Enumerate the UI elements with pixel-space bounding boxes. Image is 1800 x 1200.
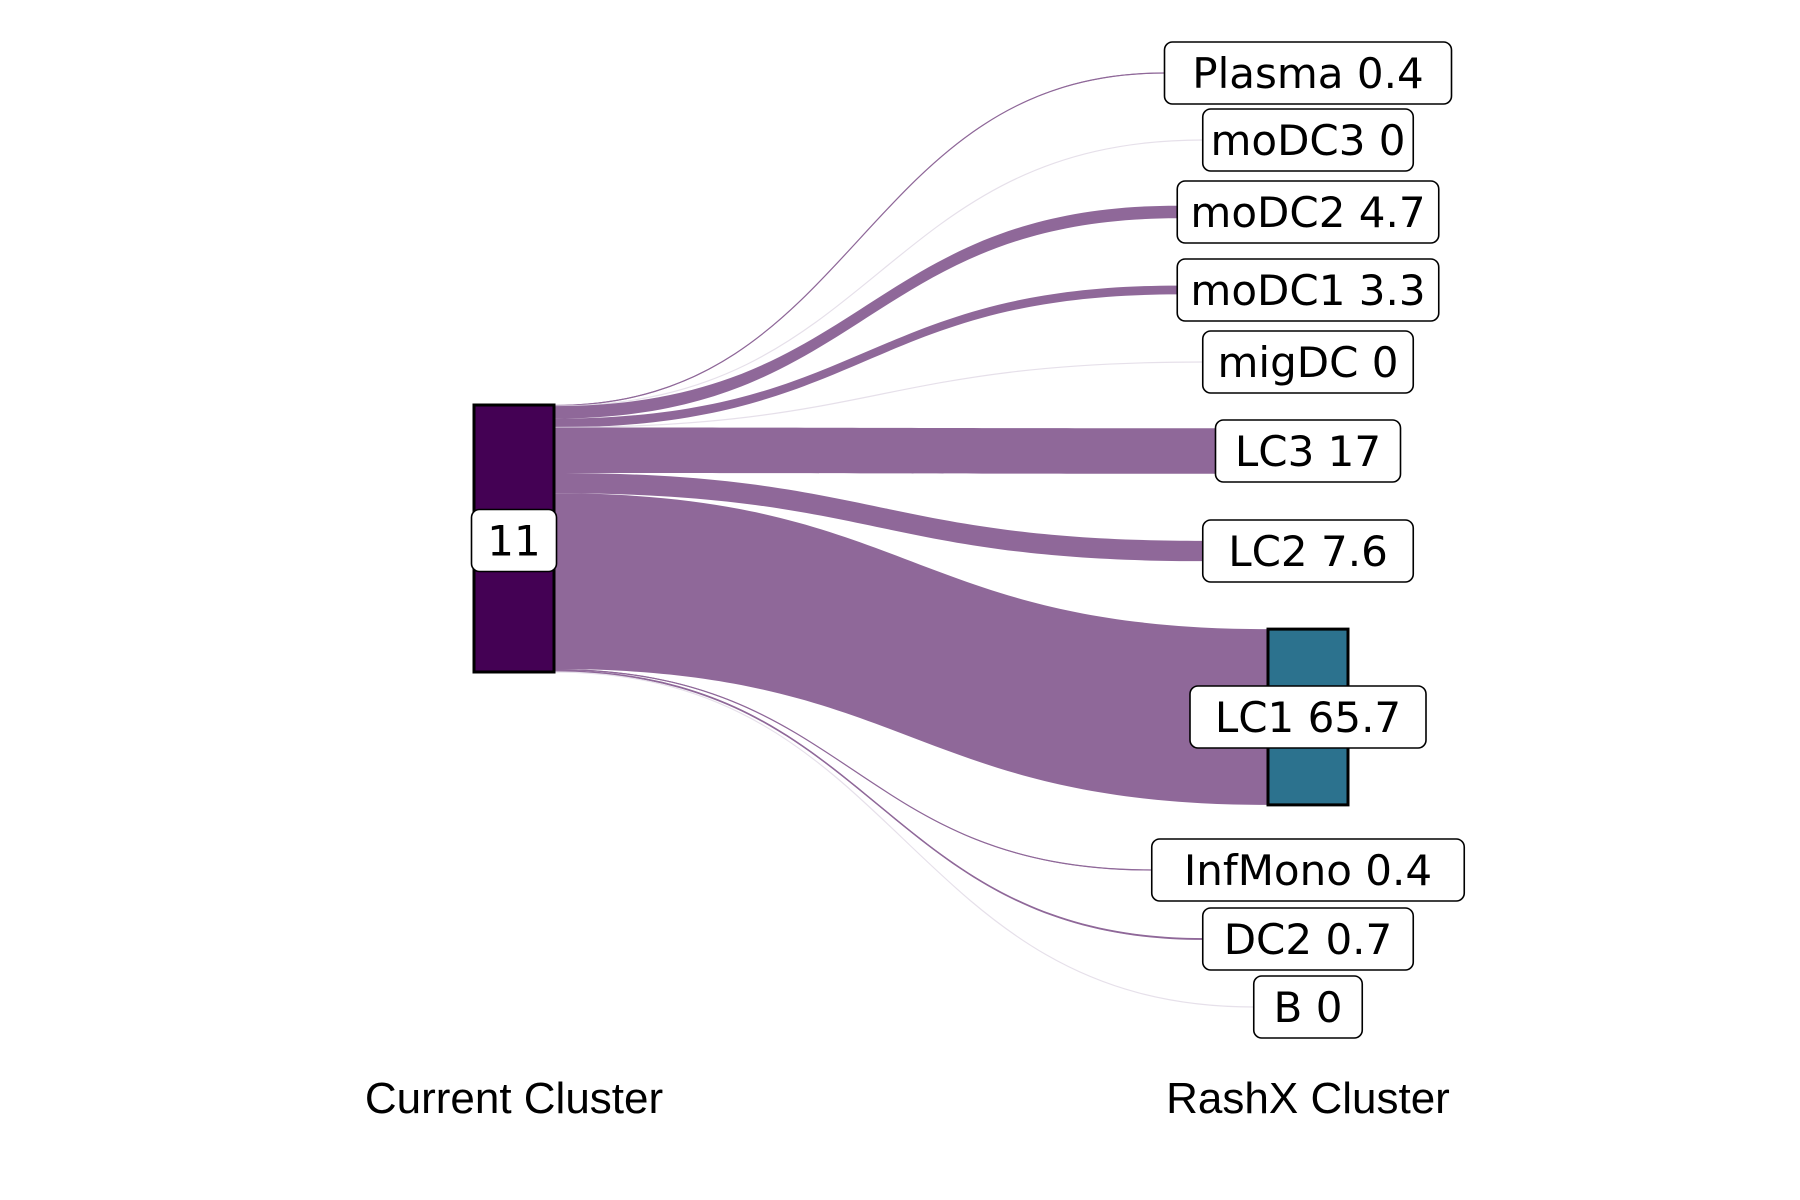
source-label-text: 11 [487,517,540,566]
axis-label-right: RashX Cluster [1166,1074,1450,1123]
flow-migdc [553,361,1203,429]
target-label-plasma: Plasma 0.4 [1192,49,1423,98]
flow-lc3 [554,427,1216,474]
target-label-box-b [1252,975,1364,1039]
flow-lc2 [554,472,1203,562]
target-label-box-modc1 [1176,258,1440,322]
target-label-box-plasma [1163,41,1453,105]
target-label-b: B 0 [1274,983,1343,1032]
target-label-box-lc1 [1189,685,1427,749]
target-label-box-modc2 [1176,180,1440,244]
source-label-box [470,508,558,573]
target-label-modc3: moDC3 0 [1210,116,1405,165]
target-label-box-lc3 [1214,419,1402,483]
target-label-box-dc2 [1201,907,1415,971]
target-label-box-migdc [1201,330,1415,394]
target-label-modc2: moDC2 4.7 [1190,188,1425,237]
target-label-box-lc2 [1201,519,1415,583]
target-label-lc3: LC3 17 [1235,427,1381,476]
target-label-box-infmono [1150,838,1466,902]
flow-modc1 [554,285,1178,428]
target-label-modc1: moDC1 3.3 [1190,266,1425,315]
flow-line-dc2 [553,670,1203,940]
target-label-infmono: InfMono 0.4 [1184,846,1432,895]
flows-group [553,72,1268,1008]
flow-modc3 [553,139,1203,407]
target-label-lc1: LC1 65.7 [1215,693,1401,742]
flow-modc2 [554,205,1178,419]
target-label-lc2: LC2 7.6 [1228,527,1388,576]
target-label-migdc: migDC 0 [1218,338,1399,387]
flow-lc1 [554,493,1268,805]
flow-line-plasma [553,72,1165,407]
target-labels-group: Plasma 0.4 moDC3 0 moDC2 4.7 moDC1 3.3 migDC… [1150,41,1466,1039]
flow-line-infmono [553,668,1152,871]
axis-label-left: Current Cluster [365,1074,663,1123]
target-label-box-modc3 [1201,108,1415,172]
target-label-dc2: DC2 0.7 [1224,915,1393,964]
source-label: 11 [470,508,558,573]
flow-b [553,671,1254,1008]
